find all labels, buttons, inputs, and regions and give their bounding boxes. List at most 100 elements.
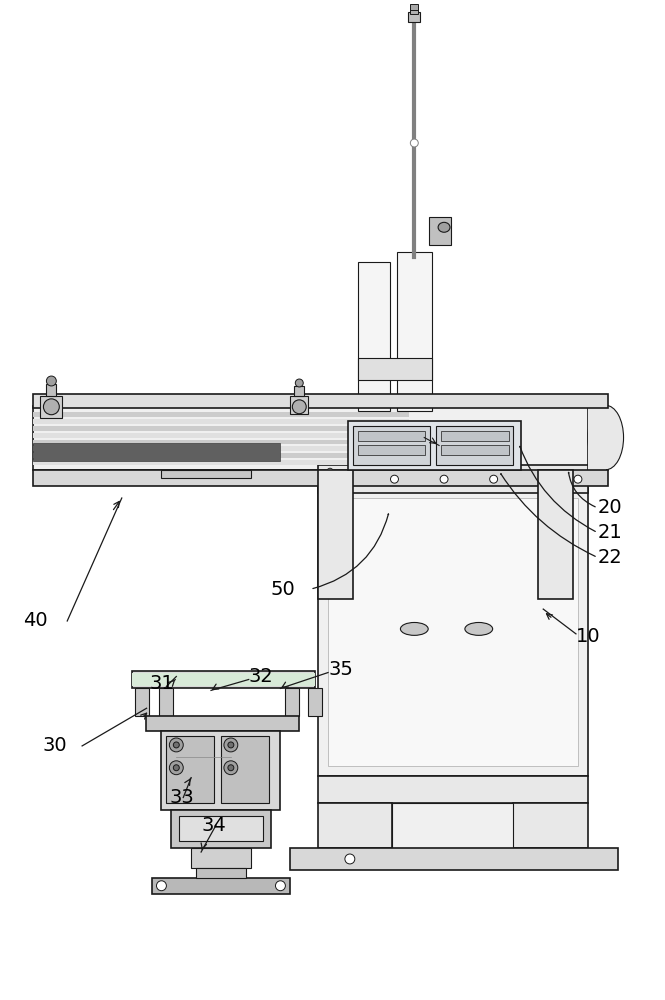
Bar	[33, 470, 608, 486]
Bar	[441, 431, 509, 441]
Bar	[588, 406, 606, 470]
Bar	[33, 406, 608, 470]
FancyArrowPatch shape	[520, 446, 595, 531]
Bar	[291, 396, 308, 414]
Circle shape	[390, 475, 398, 483]
Bar	[33, 453, 410, 458]
Bar	[353, 426, 430, 465]
Text: 32: 32	[249, 667, 273, 686]
Circle shape	[47, 376, 57, 386]
Bar	[410, 9, 418, 14]
Text: 10: 10	[576, 627, 600, 646]
Bar	[348, 421, 521, 470]
Bar	[41, 396, 63, 418]
Bar	[408, 12, 420, 22]
Circle shape	[489, 475, 497, 483]
Ellipse shape	[400, 622, 428, 635]
Bar	[33, 433, 410, 438]
Bar	[441, 445, 509, 455]
Bar	[358, 431, 425, 441]
Text: 22: 22	[598, 548, 622, 567]
FancyArrowPatch shape	[501, 474, 595, 556]
Bar	[358, 262, 390, 411]
Circle shape	[228, 742, 234, 748]
Circle shape	[170, 738, 184, 752]
Bar	[358, 358, 432, 380]
Bar	[308, 688, 322, 716]
Bar	[410, 4, 418, 10]
Bar	[513, 803, 588, 848]
Bar	[398, 252, 432, 411]
Bar	[33, 446, 410, 451]
Circle shape	[224, 761, 238, 775]
Bar	[436, 426, 513, 465]
Bar	[318, 470, 353, 599]
Circle shape	[327, 468, 333, 474]
Text: 35: 35	[328, 660, 353, 679]
Circle shape	[224, 738, 238, 752]
Bar	[318, 488, 588, 776]
Bar	[33, 394, 608, 408]
Bar	[33, 460, 410, 465]
Bar	[47, 384, 57, 396]
Text: 31: 31	[150, 674, 174, 693]
Bar	[146, 716, 299, 731]
Bar	[33, 443, 281, 461]
Bar	[172, 810, 271, 848]
Bar	[135, 688, 148, 716]
Ellipse shape	[465, 622, 493, 635]
Bar	[132, 673, 315, 686]
Circle shape	[574, 475, 582, 483]
Text: 50: 50	[271, 580, 295, 599]
Bar	[392, 803, 513, 848]
Circle shape	[440, 475, 448, 483]
Circle shape	[410, 139, 418, 147]
Bar	[33, 412, 410, 417]
Text: 20: 20	[598, 498, 622, 517]
Bar	[132, 671, 315, 688]
Bar	[285, 688, 299, 716]
Bar	[538, 470, 573, 599]
Circle shape	[228, 765, 234, 771]
Circle shape	[544, 475, 552, 483]
Circle shape	[170, 761, 184, 775]
Bar	[429, 217, 451, 245]
Ellipse shape	[588, 405, 624, 470]
FancyArrowPatch shape	[313, 514, 388, 589]
Circle shape	[174, 742, 180, 748]
Text: 33: 33	[170, 788, 194, 807]
Text: 40: 40	[23, 611, 47, 630]
Bar	[318, 776, 588, 803]
Circle shape	[295, 379, 303, 387]
Circle shape	[275, 881, 285, 891]
Bar	[180, 816, 263, 841]
Bar	[162, 470, 251, 478]
Bar	[295, 386, 305, 396]
Circle shape	[156, 881, 166, 891]
Bar	[33, 440, 410, 444]
Bar	[221, 736, 269, 803]
Bar	[291, 848, 618, 870]
Bar	[152, 878, 291, 894]
Bar	[162, 731, 281, 810]
Ellipse shape	[293, 400, 306, 414]
Bar	[33, 426, 410, 431]
Circle shape	[345, 854, 355, 864]
Bar	[166, 736, 214, 803]
Bar	[196, 868, 246, 878]
Bar	[160, 688, 174, 716]
Ellipse shape	[438, 222, 450, 232]
Bar	[192, 848, 251, 868]
Bar	[318, 465, 588, 493]
Bar	[328, 498, 578, 766]
Bar	[318, 803, 392, 848]
Bar	[358, 445, 425, 455]
Circle shape	[341, 475, 349, 483]
Bar	[33, 419, 410, 424]
Ellipse shape	[43, 399, 59, 415]
FancyArrowPatch shape	[569, 472, 595, 507]
Text: 34: 34	[201, 816, 226, 835]
Text: 21: 21	[598, 523, 622, 542]
Text: 30: 30	[43, 736, 67, 755]
Circle shape	[174, 765, 180, 771]
